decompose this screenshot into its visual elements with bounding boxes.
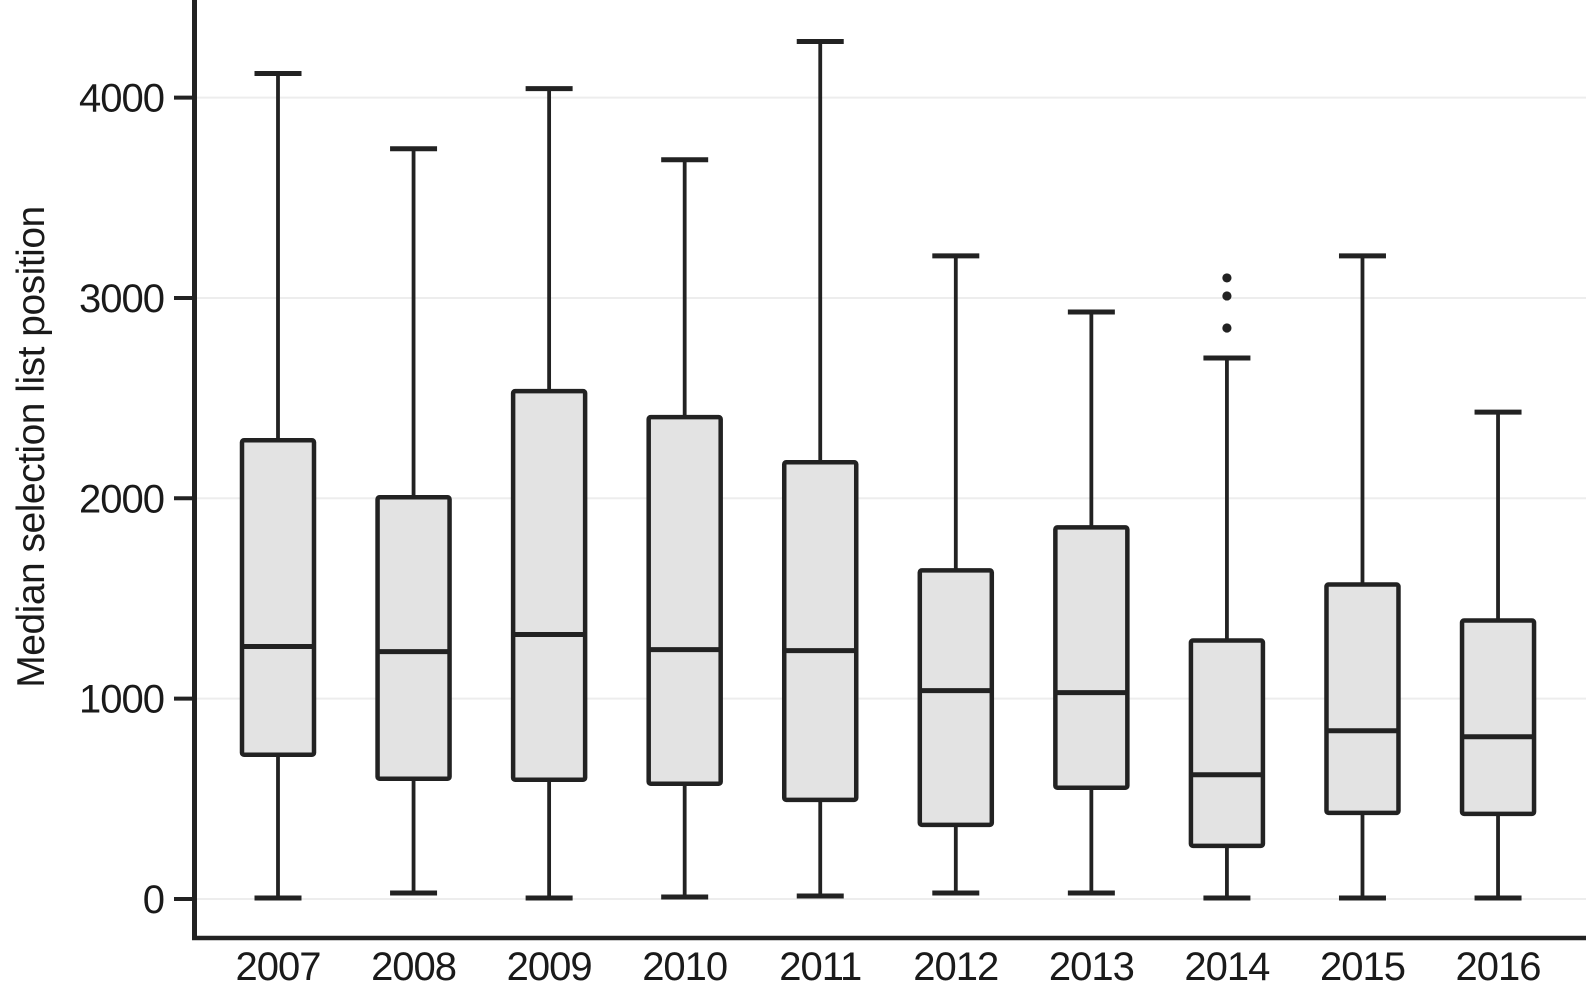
x-label-2016: 2016 bbox=[1456, 945, 1541, 988]
box-2016 bbox=[1459, 409, 1537, 901]
box-2010 bbox=[646, 157, 723, 900]
x-label-2009: 2009 bbox=[507, 945, 592, 988]
iqr-box-2014 bbox=[1188, 638, 1266, 849]
x-label-2008: 2008 bbox=[371, 945, 456, 988]
y-tick-label-0: 0 bbox=[143, 878, 164, 922]
box-2012 bbox=[917, 253, 995, 896]
box-2007 bbox=[239, 71, 317, 901]
y-tick-label-2000: 2000 bbox=[79, 477, 164, 521]
x-label-2010: 2010 bbox=[642, 945, 727, 988]
y-tick-label-1000: 1000 bbox=[79, 678, 164, 722]
iqr-box-2012 bbox=[917, 568, 995, 828]
x-label-2014: 2014 bbox=[1184, 945, 1270, 988]
x-label-2007: 2007 bbox=[236, 945, 321, 988]
box-2015 bbox=[1324, 253, 1401, 901]
outlier-2014-3 bbox=[1222, 273, 1232, 283]
iqr-box-2015 bbox=[1324, 582, 1401, 816]
y-axis-title: Median selection list position bbox=[10, 206, 53, 687]
x-label-2011: 2011 bbox=[779, 945, 861, 988]
y-tick-label-3000: 3000 bbox=[79, 277, 164, 321]
iqr-box-2011 bbox=[781, 459, 859, 803]
labels-layer: 0 1000 2000 3000 4000 2007 2008 2009 2010 2011 201… bbox=[79, 77, 1542, 988]
x-label-2015: 2015 bbox=[1320, 945, 1405, 988]
box-2008 bbox=[375, 146, 452, 896]
outlier-2014-1 bbox=[1222, 323, 1232, 333]
iqr-box-2007 bbox=[239, 437, 317, 757]
iqr-box-2010 bbox=[646, 414, 723, 787]
x-label-2013: 2013 bbox=[1049, 945, 1134, 988]
x-label-2012: 2012 bbox=[913, 945, 998, 988]
box-2011 bbox=[781, 39, 859, 899]
outlier-2014-2 bbox=[1222, 291, 1232, 301]
iqr-box-2008 bbox=[375, 495, 452, 782]
boxes-layer bbox=[239, 39, 1537, 901]
iqr-box-2016 bbox=[1459, 618, 1537, 817]
iqr-box-2009 bbox=[510, 388, 588, 783]
y-tick-label-4000: 4000 bbox=[79, 77, 164, 121]
iqr-box-2013 bbox=[1053, 525, 1130, 791]
axes-layer bbox=[174, 0, 1586, 941]
box-2014 bbox=[1188, 273, 1266, 901]
box-2013 bbox=[1053, 309, 1130, 896]
box-2009 bbox=[510, 86, 588, 901]
